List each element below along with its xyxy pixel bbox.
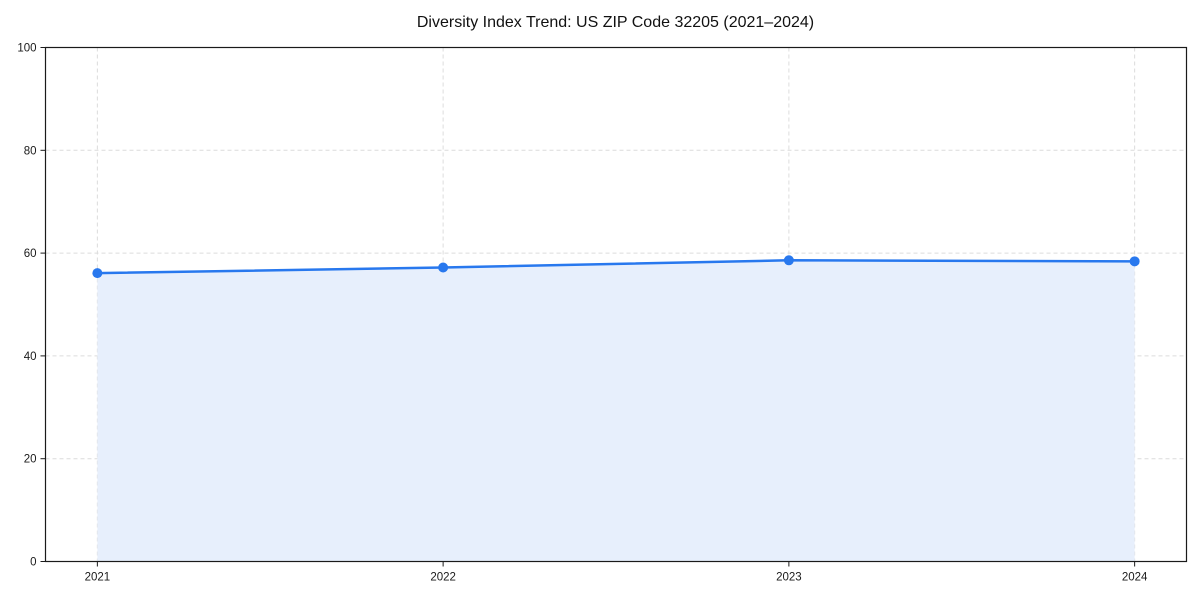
y-tick-label: 100 [17,43,36,55]
x-tick-label: 2024 [1122,572,1148,584]
y-tick-label: 0 [30,557,36,569]
x-tick-label: 2021 [85,572,111,584]
data-point [783,255,794,266]
x-tick-label: 2023 [776,572,802,584]
data-point [1129,256,1140,267]
y-tick-label: 80 [24,145,37,157]
y-tick-label: 20 [24,454,37,466]
data-point [438,262,449,273]
chart-title: Diversity Index Trend: US ZIP Code 32205… [416,14,815,31]
y-tick-label: 40 [24,351,37,363]
y-tick-label: 60 [24,248,37,260]
data-point [92,268,103,279]
trend-line [96,259,1136,275]
area-fill [97,260,1135,562]
plot-border [44,46,1188,563]
x-tick-label: 2022 [430,572,456,584]
